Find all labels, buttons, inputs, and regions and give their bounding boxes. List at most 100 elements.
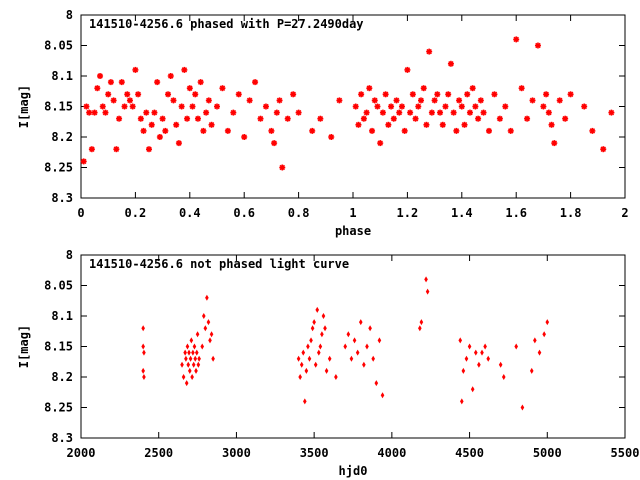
x-tick-label: 0.4 [179,206,201,220]
data-point [469,85,476,92]
data-point [140,127,147,134]
data-point [520,404,525,411]
data-point [382,91,389,98]
data-point [273,109,280,116]
data-point [324,367,329,374]
data-point [447,60,454,67]
data-point [180,361,184,368]
data-point [524,115,531,122]
data-point [475,115,482,122]
x-tick-label: 4500 [455,446,484,460]
y-tick-label: 8 [66,8,73,22]
data-point [312,319,316,326]
data-point [99,103,106,110]
data-point [327,355,332,362]
data-point [434,91,441,98]
data-point [431,97,438,104]
data-point [105,91,112,98]
data-point [418,97,424,104]
data-point [184,115,191,122]
data-point [185,343,190,350]
data-point [543,91,550,98]
y-tick-label: 8.25 [44,161,73,175]
data-point [317,115,324,122]
data-point [461,367,466,374]
x-tick-label: 0.8 [288,206,310,220]
data-point [374,103,381,110]
data-point [173,121,180,128]
data-point [501,374,506,380]
x-tick-label: 2 [621,206,628,220]
data-point [194,115,201,122]
data-point [472,103,479,110]
data-point [183,349,187,356]
data-point [230,109,237,116]
y-tick-label: 8.1 [51,309,73,323]
data-point [252,79,259,86]
data-point [156,134,163,140]
data-point [369,127,376,134]
data-point [368,325,372,332]
data-point [224,127,231,134]
x-tick-label: 2000 [67,446,96,460]
data-point [393,97,400,104]
data-point [467,343,472,350]
x-tick-label: 4000 [377,446,406,460]
data-point [537,349,542,356]
data-point [301,349,306,356]
data-point [187,349,191,356]
data-point [608,109,615,116]
data-point [358,91,365,98]
data-point [600,146,607,153]
data-point [142,349,146,356]
data-point [360,115,367,122]
data-point [194,367,198,374]
data-point [366,85,373,92]
data-point [346,331,351,338]
data-point [343,343,348,350]
data-point [480,109,487,116]
data-point [371,97,378,104]
data-point [194,349,199,356]
data-point [271,140,278,147]
data-point [315,306,320,313]
y-tick-label: 8.15 [44,340,73,354]
data-point [170,97,177,104]
data-point [102,109,109,116]
data-point [514,343,518,350]
data-point [371,355,376,362]
data-point [142,374,146,380]
data-point [206,319,211,326]
x-tick-label: 1.2 [397,206,419,220]
data-point [409,91,416,98]
data-point [456,97,463,104]
time-series-panel: 2000 2500 3000 3500 4000 4500 5000 5500 8 8.05 8.1… [17,248,639,478]
data-point [162,127,169,134]
data-point [352,337,357,344]
data-point [94,85,101,92]
data-point [567,91,574,98]
data-point [318,343,323,350]
data-point [143,109,150,116]
data-point [197,355,201,362]
data-point [246,97,253,104]
data-point [186,85,193,92]
data-point [148,121,155,128]
data-point [296,355,301,362]
x-tick-label: 3000 [222,446,251,460]
data-point [556,97,563,104]
x-tick-label: 1 [349,206,356,220]
data-point [295,109,302,116]
data-point [477,361,481,368]
data-point [203,325,208,332]
data-point [192,91,199,98]
data-point [334,374,338,380]
data-point [184,380,189,387]
data-point [192,343,197,350]
data-point [175,140,182,147]
data-point [358,319,363,326]
data-point [352,103,359,110]
y-axis-label: I[mag] [17,325,31,368]
data-point [589,127,596,134]
